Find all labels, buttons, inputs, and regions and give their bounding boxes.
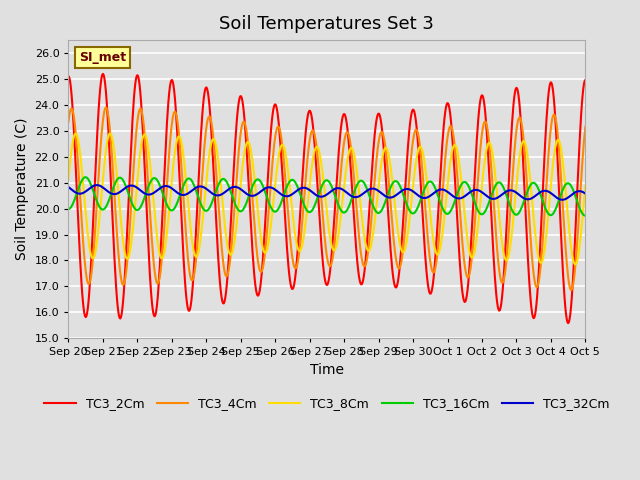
- TC3_32Cm: [65, 184, 72, 190]
- TC3_8Cm: [405, 219, 413, 225]
- TC3_32Cm: [208, 190, 216, 196]
- TC3_16Cm: [82, 174, 90, 180]
- TC3_4Cm: [390, 241, 398, 247]
- TC3_16Cm: [180, 181, 188, 187]
- TC3_2Cm: [405, 128, 413, 134]
- TC3_4Cm: [582, 124, 589, 130]
- X-axis label: Time: Time: [310, 363, 344, 377]
- Legend: TC3_2Cm, TC3_4Cm, TC3_8Cm, TC3_16Cm, TC3_32Cm: TC3_2Cm, TC3_4Cm, TC3_8Cm, TC3_16Cm, TC3…: [39, 392, 614, 415]
- TC3_4Cm: [65, 119, 72, 124]
- Line: TC3_16Cm: TC3_16Cm: [68, 177, 586, 216]
- TC3_8Cm: [74, 136, 82, 142]
- TC3_8Cm: [390, 195, 398, 201]
- TC3_2Cm: [582, 77, 589, 83]
- TC3_16Cm: [74, 188, 82, 193]
- TC3_8Cm: [106, 131, 114, 136]
- TC3_16Cm: [405, 207, 413, 213]
- Line: TC3_8Cm: TC3_8Cm: [68, 133, 586, 264]
- TC3_8Cm: [128, 237, 136, 242]
- Line: TC3_4Cm: TC3_4Cm: [68, 108, 586, 290]
- TC3_32Cm: [405, 186, 413, 192]
- TC3_32Cm: [559, 197, 566, 203]
- TC3_2Cm: [564, 320, 572, 326]
- TC3_8Cm: [65, 176, 72, 182]
- TC3_8Cm: [180, 159, 188, 165]
- TC3_8Cm: [572, 262, 579, 267]
- TC3_32Cm: [582, 191, 589, 196]
- TC3_4Cm: [128, 194, 136, 200]
- TC3_16Cm: [390, 179, 398, 184]
- TC3_4Cm: [208, 120, 216, 126]
- TC3_2Cm: [65, 73, 72, 79]
- TC3_2Cm: [390, 280, 398, 286]
- TC3_2Cm: [74, 209, 82, 215]
- Y-axis label: Soil Temperature (C): Soil Temperature (C): [15, 118, 29, 261]
- TC3_32Cm: [180, 192, 188, 198]
- TC3_4Cm: [567, 287, 575, 293]
- TC3_32Cm: [74, 191, 82, 196]
- TC3_2Cm: [99, 71, 107, 77]
- TC3_2Cm: [180, 267, 188, 273]
- TC3_4Cm: [74, 157, 82, 163]
- TC3_4Cm: [405, 175, 413, 181]
- TC3_4Cm: [180, 205, 188, 211]
- TC3_16Cm: [128, 200, 136, 205]
- TC3_32Cm: [93, 182, 101, 188]
- Line: TC3_2Cm: TC3_2Cm: [68, 74, 586, 323]
- TC3_4Cm: [102, 105, 109, 110]
- TC3_16Cm: [65, 206, 72, 212]
- Text: SI_met: SI_met: [79, 51, 126, 64]
- TC3_2Cm: [128, 131, 136, 137]
- TC3_32Cm: [128, 183, 136, 189]
- Title: Soil Temperatures Set 3: Soil Temperatures Set 3: [220, 15, 435, 33]
- TC3_8Cm: [208, 140, 216, 145]
- TC3_16Cm: [208, 201, 216, 206]
- Line: TC3_32Cm: TC3_32Cm: [68, 185, 586, 200]
- TC3_16Cm: [582, 213, 589, 218]
- TC3_8Cm: [582, 182, 589, 188]
- TC3_2Cm: [208, 132, 216, 137]
- TC3_32Cm: [390, 193, 398, 199]
